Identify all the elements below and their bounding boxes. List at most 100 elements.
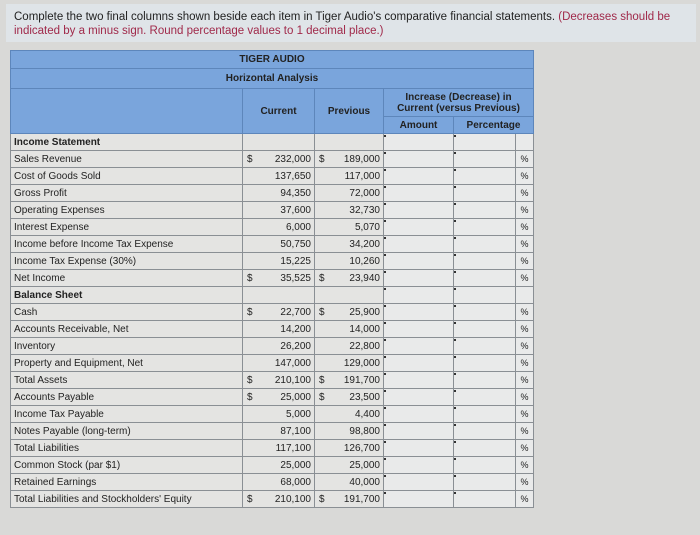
- percentage-input[interactable]: [457, 423, 516, 439]
- amount-input-cell[interactable]: [383, 269, 454, 287]
- previous-value: 40,000: [314, 473, 384, 491]
- percentage-input[interactable]: [457, 457, 516, 473]
- percentage-input-cell[interactable]: [453, 235, 516, 253]
- percentage-input-cell[interactable]: [453, 371, 516, 389]
- percentage-input[interactable]: [457, 168, 516, 184]
- amount-input[interactable]: [387, 151, 454, 167]
- previous-value: $191,700: [314, 371, 384, 389]
- amount-input-cell[interactable]: [383, 201, 454, 219]
- percentage-input[interactable]: [457, 474, 516, 490]
- header-amount: Amount: [383, 116, 454, 134]
- row-label: Accounts Payable: [10, 388, 243, 406]
- percentage-input-cell[interactable]: [453, 167, 516, 185]
- amount-input-cell[interactable]: [383, 456, 454, 474]
- percentage-input-cell[interactable]: [453, 252, 516, 270]
- table-row: Sales Revenue $232,000 $189,000 %: [10, 150, 534, 168]
- percentage-input[interactable]: [457, 321, 516, 337]
- amount-input-cell[interactable]: [383, 422, 454, 440]
- percentage-input-cell[interactable]: [453, 303, 516, 321]
- percentage-input-cell[interactable]: [453, 354, 516, 372]
- amount-input[interactable]: [387, 440, 454, 456]
- amount-input-cell[interactable]: [383, 167, 454, 185]
- percentage-input[interactable]: [457, 202, 516, 218]
- amount-input[interactable]: [387, 372, 454, 388]
- percentage-input-cell[interactable]: [453, 405, 516, 423]
- percentage-input-cell[interactable]: [453, 184, 516, 202]
- percentage-input-cell[interactable]: [453, 337, 516, 355]
- amount-input-cell[interactable]: [383, 252, 454, 270]
- percentage-input-cell[interactable]: [453, 490, 516, 508]
- table-row: Balance Sheet: [10, 286, 534, 304]
- amount-input-cell[interactable]: [383, 490, 454, 508]
- percentage-input-cell[interactable]: [453, 473, 516, 491]
- current-amount: 117,100: [275, 442, 311, 454]
- previous-amount: 23,500: [349, 391, 380, 403]
- amount-input[interactable]: [387, 423, 454, 439]
- amount-input[interactable]: [387, 321, 454, 337]
- amount-input-cell[interactable]: [383, 473, 454, 491]
- amount-input-cell[interactable]: [383, 388, 454, 406]
- amount-input[interactable]: [387, 253, 454, 269]
- amount-input-cell[interactable]: [383, 320, 454, 338]
- percentage-input-cell[interactable]: [453, 218, 516, 236]
- amount-input-cell[interactable]: [383, 371, 454, 389]
- percentage-input-cell[interactable]: [453, 201, 516, 219]
- amount-input[interactable]: [387, 338, 454, 354]
- percentage-input[interactable]: [457, 338, 516, 354]
- percentage-input-cell[interactable]: [453, 269, 516, 287]
- percentage-input-cell[interactable]: [453, 456, 516, 474]
- amount-input-cell[interactable]: [383, 150, 454, 168]
- percent-sign: %: [515, 252, 534, 270]
- percent-sign: %: [515, 388, 534, 406]
- table-row: Cost of Goods Sold 137,650 117,000 %: [10, 167, 534, 185]
- percentage-input[interactable]: [457, 406, 516, 422]
- amount-input-cell[interactable]: [383, 354, 454, 372]
- amount-input[interactable]: [387, 270, 454, 286]
- percentage-input[interactable]: [457, 491, 516, 507]
- percentage-input[interactable]: [457, 304, 516, 320]
- amount-input-cell[interactable]: [383, 184, 454, 202]
- percent-sign: %: [515, 201, 534, 219]
- amount-input-cell[interactable]: [383, 303, 454, 321]
- percentage-input[interactable]: [457, 253, 516, 269]
- percentage-input[interactable]: [457, 270, 516, 286]
- header-current: Current: [242, 88, 315, 134]
- percentage-input[interactable]: [457, 219, 516, 235]
- amount-input[interactable]: [387, 389, 454, 405]
- percentage-input[interactable]: [457, 355, 516, 371]
- amount-input[interactable]: [387, 457, 454, 473]
- amount-input[interactable]: [387, 236, 454, 252]
- previous-amount: 129,000: [343, 357, 380, 369]
- amount-input[interactable]: [387, 185, 454, 201]
- dollar-sign: $: [319, 272, 325, 284]
- percentage-input-cell[interactable]: [453, 388, 516, 406]
- percentage-input[interactable]: [457, 185, 516, 201]
- amount-input[interactable]: [387, 202, 454, 218]
- amount-input[interactable]: [387, 355, 454, 371]
- percentage-input-cell[interactable]: [453, 439, 516, 457]
- dollar-sign: $: [247, 306, 253, 318]
- amount-input-cell[interactable]: [383, 337, 454, 355]
- amount-input-cell[interactable]: [383, 405, 454, 423]
- previous-amount: 32,730: [349, 204, 380, 216]
- amount-input-cell[interactable]: [383, 218, 454, 236]
- amount-input-cell[interactable]: [383, 439, 454, 457]
- amount-input[interactable]: [387, 304, 454, 320]
- percentage-input-cell[interactable]: [453, 422, 516, 440]
- amount-input-cell[interactable]: [383, 235, 454, 253]
- amount-input[interactable]: [387, 406, 454, 422]
- percentage-input-cell[interactable]: [453, 150, 516, 168]
- current-amount: 5,000: [285, 408, 311, 420]
- row-label: Common Stock (par $1): [10, 456, 243, 474]
- amount-input[interactable]: [387, 168, 454, 184]
- percentage-input[interactable]: [457, 440, 516, 456]
- amount-input[interactable]: [387, 219, 454, 235]
- percentage-input[interactable]: [457, 389, 516, 405]
- percentage-input-cell[interactable]: [453, 320, 516, 338]
- amount-input[interactable]: [387, 474, 454, 490]
- percentage-input[interactable]: [457, 236, 516, 252]
- percentage-input[interactable]: [457, 372, 516, 388]
- current-value: 137,650: [242, 167, 315, 185]
- amount-input[interactable]: [387, 491, 454, 507]
- percentage-input[interactable]: [457, 151, 516, 167]
